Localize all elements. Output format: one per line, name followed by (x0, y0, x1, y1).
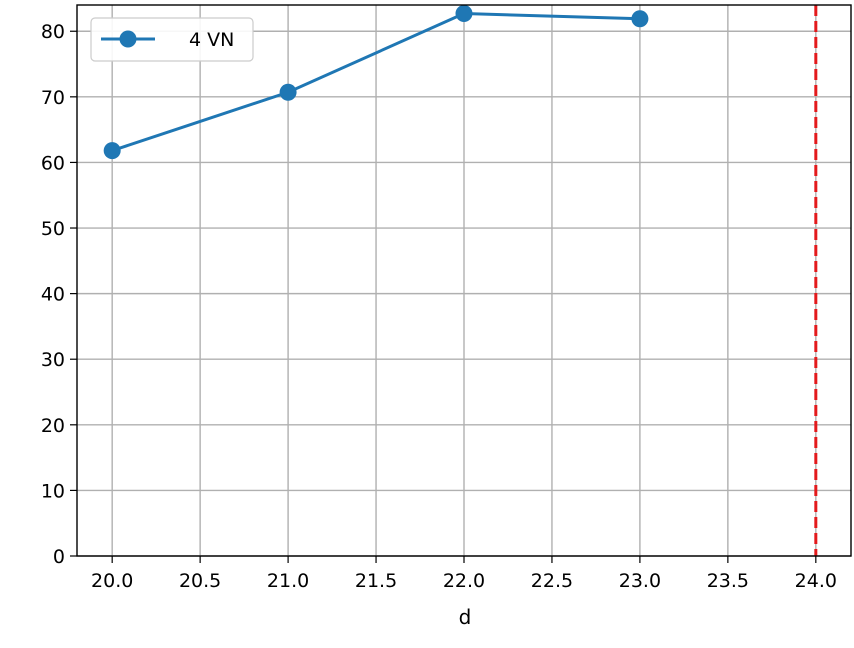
x-tick-label: 23.0 (619, 570, 661, 592)
x-tick-label: 22.5 (531, 570, 573, 592)
ticks: 20.0 20.5 21.0 21.5 22.0 22.5 23.0 23.5 24.0 0 10 2… (41, 21, 837, 592)
data-point (279, 83, 297, 101)
y-tick-label: 80 (41, 21, 65, 43)
x-tick-label: 22.0 (443, 570, 485, 592)
data-point (631, 10, 649, 28)
x-tick-label: 23.5 (707, 570, 749, 592)
y-tick-label: 70 (41, 87, 65, 109)
data-point (455, 5, 473, 23)
y-tick-label: 0 (53, 546, 65, 568)
y-tick-label: 40 (41, 284, 65, 306)
series-line (111, 12, 640, 153)
y-tick-label: 10 (41, 480, 65, 502)
x-axis-label: d (459, 605, 472, 629)
legend-box (90, 17, 254, 62)
legend-label: 4 VN (189, 29, 234, 51)
y-tick-label: 20 (41, 415, 65, 437)
legend-marker (119, 30, 137, 48)
grid (77, 5, 851, 557)
x-tick-label: 24.0 (795, 570, 837, 592)
x-tick-label: 20.5 (179, 570, 221, 592)
x-tick-label: 21.5 (355, 570, 397, 592)
data-point (103, 142, 121, 160)
legend: 4 VN (90, 17, 254, 62)
y-tick-label: 50 (41, 218, 65, 240)
y-tick-label: 30 (41, 349, 65, 371)
y-tick-label: 60 (41, 152, 65, 174)
x-tick-label: 21.0 (267, 570, 309, 592)
x-tick-label: 20.0 (91, 570, 133, 592)
series-layer (103, 5, 649, 160)
